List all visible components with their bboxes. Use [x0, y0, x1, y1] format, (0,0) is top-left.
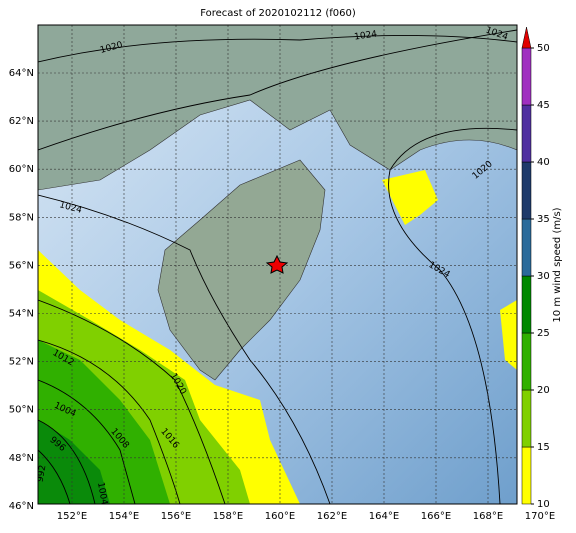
lon-label: 162°E [317, 511, 347, 522]
colorbar-tick-label: 25 [537, 328, 550, 339]
colorbar-segment [521, 104, 532, 163]
kamchatka [157, 159, 326, 381]
lat-label: 48°N [9, 453, 34, 464]
colorbar-extend [521, 26, 532, 49]
contour-label: 1024 [354, 29, 378, 42]
lat-label: 54°N [9, 309, 34, 320]
contour-label: 992 [36, 464, 49, 483]
lat-label: 58°N [9, 212, 34, 223]
colorbar-tick-label: 20 [537, 385, 550, 396]
colorbar-label: 10 m wind speed (m/s) [552, 207, 563, 322]
lon-label: 152°E [57, 511, 87, 522]
colorbar-tick-label: 15 [537, 442, 550, 453]
colorbar-segment [521, 446, 532, 505]
lat-label: 52°N [9, 357, 34, 368]
axes: 64°N 62°N 60°N 58°N 56°N 54°N 52°N 50°N 48°N 46°N… [9, 68, 555, 522]
colorbar-segment [521, 275, 532, 334]
location-star [265, 254, 289, 274]
lon-label: 168°E [473, 511, 503, 522]
colorbar-tick-label: 50 [537, 43, 550, 54]
lon-label: 156°E [161, 511, 191, 522]
colorbar-segment [521, 161, 532, 220]
colorbar-tick-label: 40 [537, 157, 550, 168]
colorbar-segment [521, 218, 532, 277]
colorbar-segment [521, 332, 532, 391]
lat-label: 50°N [9, 405, 34, 416]
colorbar-tick-label: 35 [537, 214, 550, 225]
lat-label: 46°N [9, 501, 34, 512]
lat-label: 62°N [9, 116, 34, 127]
lat-label: 64°N [9, 68, 34, 79]
lon-label: 170°E [525, 511, 555, 522]
colorbar: 10 15 20 25 30 35 40 45 50 [521, 26, 550, 510]
colorbar-tick-label: 45 [537, 100, 550, 111]
lon-label: 164°E [369, 511, 399, 522]
lon-label: 160°E [265, 511, 295, 522]
isobars [38, 29, 517, 504]
lat-label: 60°N [9, 164, 34, 175]
contour-label: 1004 [95, 482, 109, 507]
wind-area [382, 170, 438, 225]
lat-label: 56°N [9, 260, 34, 271]
colorbar-segment [521, 47, 532, 106]
colorbar-segment [521, 389, 532, 448]
wind-area [500, 300, 517, 370]
lon-label: 166°E [421, 511, 451, 522]
title: Forecast of 2020102112 (f060) [200, 8, 356, 19]
wind-area [38, 420, 110, 504]
colorbar-tick-label: 10 [537, 499, 550, 510]
land-north [38, 25, 517, 191]
map-frame [37, 24, 518, 505]
lon-label: 154°E [109, 511, 139, 522]
lon-label: 158°E [213, 511, 243, 522]
colorbar-tick-label: 30 [537, 271, 550, 282]
